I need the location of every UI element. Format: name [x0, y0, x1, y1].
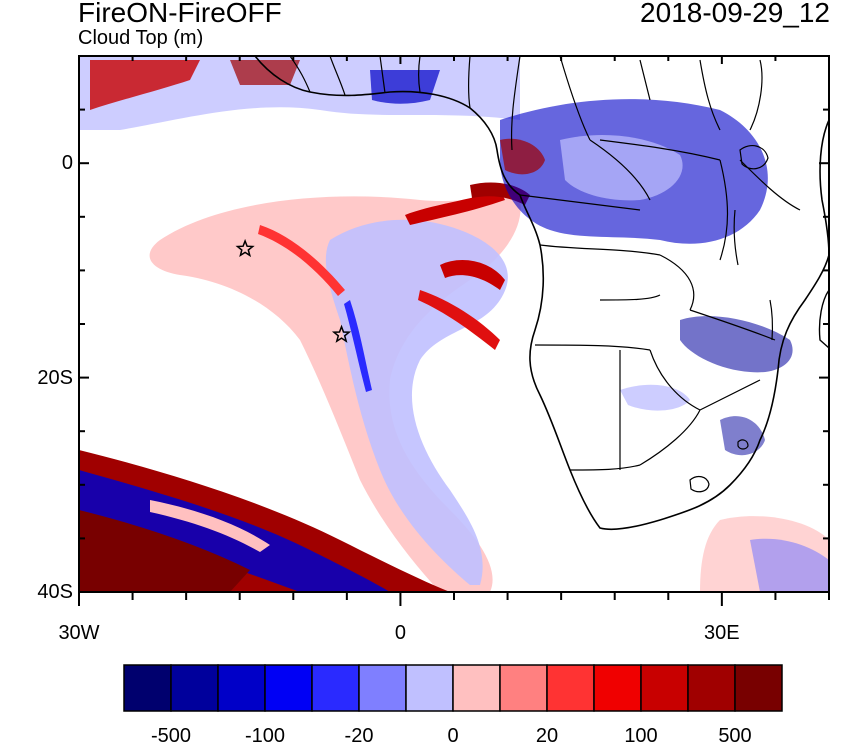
colorbar-swatch: [734, 664, 783, 712]
lake-tanganyika-outline: [733, 209, 739, 266]
map-datetime: 2018-09-29_12: [640, 0, 830, 28]
southern-storm-band-pink: [150, 500, 270, 552]
y-tick-label: 0: [61, 152, 73, 175]
continent-speckle-blue: [720, 416, 765, 456]
continent-speckle-blue: [680, 316, 793, 373]
madagascar-outline: [818, 289, 829, 349]
colorbar-swatch: [593, 664, 642, 712]
map-subtitle: Cloud Top (m): [78, 27, 204, 49]
colorbar-label: -20: [344, 725, 374, 747]
colorbar-label: -100: [244, 725, 286, 747]
west-africa-coastline: [254, 56, 521, 196]
colorbar-label: 0: [447, 725, 459, 747]
colorbar-swatch: [546, 664, 595, 712]
colorbar-swatch: [452, 664, 501, 712]
plume-red-streak: [258, 225, 345, 296]
map-title: FireON-FireOFF: [78, 0, 282, 28]
y-tick-label: 40S: [37, 581, 73, 603]
map-field-layer: [79, 56, 829, 592]
northern-speckle-red: [90, 60, 200, 110]
northern-speckle-red: [230, 60, 300, 85]
colorbar-swatch: [640, 664, 689, 712]
x-tick-label: 30W: [58, 622, 100, 644]
lesotho-outline: [689, 475, 710, 493]
plume-red-streak: [418, 290, 500, 350]
colorbar-swatch: [170, 664, 219, 712]
x-tick-label: 30E: [704, 622, 740, 644]
plume-red-streak: [440, 260, 505, 290]
y-tick-label: 20S: [37, 366, 73, 389]
colorbar-swatch: [264, 664, 313, 712]
colorbar-swatch: [499, 664, 548, 712]
colorbar-swatch: [358, 664, 407, 712]
colorbar-label: 100: [624, 725, 658, 747]
eswatini-outline: [737, 439, 749, 450]
x-tick-label: 0: [394, 622, 406, 644]
continent-speckle-red: [500, 138, 545, 175]
lake-malawi-outline: [769, 299, 773, 341]
colorbar-label: 20: [535, 725, 559, 747]
southern-storm-band-red: [79, 510, 250, 592]
country-borders: [289, 56, 801, 471]
colorbar-swatch: [405, 664, 454, 712]
marker-layer: [235, 238, 352, 343]
colorbar-swatch: [217, 664, 266, 712]
plume-blue-streak: [344, 300, 372, 392]
colorbar-swatch: [311, 664, 360, 712]
lake-victoria-outline: [739, 144, 769, 170]
southeast-speckle-blue: [750, 538, 829, 592]
northern-speckle-blue: [370, 70, 440, 104]
colorbar-label: 500: [718, 725, 752, 747]
southern-africa-coastline: [519, 194, 829, 531]
continent-speckle-lightblue: [560, 135, 683, 201]
colorbar-swatch: [687, 664, 736, 712]
colorbar-label: -500: [150, 725, 192, 747]
plume-red-streak: [405, 190, 505, 225]
colorbar-swatch: [123, 664, 172, 712]
star-marker: [331, 324, 352, 343]
star-marker: [235, 238, 255, 258]
axis-ticks: [78, 55, 830, 606]
continent-speckle-lightblue: [620, 384, 690, 411]
